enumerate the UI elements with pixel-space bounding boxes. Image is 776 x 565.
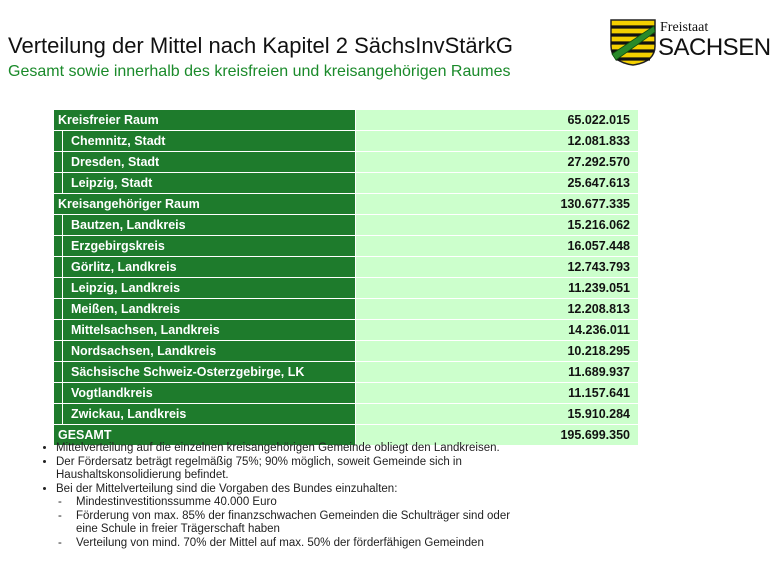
row-label: Mittelsachsen, Landkreis xyxy=(53,319,356,341)
table-row: Leipzig, Landkreis 11.239.051 xyxy=(53,277,639,299)
row-value: 15.910.284 xyxy=(355,403,639,425)
table-row: Vogtlandkreis 11.157.641 xyxy=(53,382,639,404)
logo-text: SACHSEN xyxy=(658,34,771,61)
row-label: Kreisfreier Raum xyxy=(53,109,356,131)
table-row: Mittelsachsen, Landkreis 14.236.011 xyxy=(53,319,639,341)
allocation-table: Kreisfreier Raum 65.022.015 Chemnitz, Stad… xyxy=(53,109,639,446)
note: Mittelverteilung auf die einzelnen kreis… xyxy=(56,442,526,455)
row-label: Leipzig, Landkreis xyxy=(53,277,356,299)
row-label: Chemnitz, Stadt xyxy=(53,130,356,152)
table-row: GESAMT 195.699.350 xyxy=(53,424,639,446)
note: Bei der Mittelverteilung sind die Vorgab… xyxy=(56,483,526,550)
table-row: Kreisfreier Raum 65.022.015 xyxy=(53,109,639,131)
subnote: Mindestinvestitionssumme 40.000 Euro xyxy=(58,496,526,509)
row-value: 195.699.350 xyxy=(355,424,639,446)
row-label: Sächsische Schweiz-Osterzgebirge, LK xyxy=(53,361,356,383)
table-row: Meißen, Landkreis 12.208.813 xyxy=(53,298,639,320)
table-row: Chemnitz, Stadt 12.081.833 xyxy=(53,130,639,152)
row-value: 65.022.015 xyxy=(355,109,639,131)
row-value: 12.208.813 xyxy=(355,298,639,320)
row-value: 25.647.613 xyxy=(355,172,639,194)
row-label: Erzgebirgskreis xyxy=(53,235,356,257)
row-label: Görlitz, Landkreis xyxy=(53,256,356,278)
table-row: Bautzen, Landkreis 15.216.062 xyxy=(53,214,639,236)
row-value: 10.218.295 xyxy=(355,340,639,362)
title: Verteilung der Mittel nach Kapitel 2 Säc… xyxy=(8,33,514,58)
table-row: Leipzig, Stadt 25.647.613 xyxy=(53,172,639,194)
row-value: 14.236.011 xyxy=(355,319,639,341)
row-label: Meißen, Landkreis xyxy=(53,298,356,320)
row-label: Bautzen, Landkreis xyxy=(53,214,356,236)
row-value: 16.057.448 xyxy=(355,235,639,257)
table-row: Kreisangehöriger Raum 130.677.335 xyxy=(53,193,639,215)
table-row: Zwickau, Landkreis 15.910.284 xyxy=(53,403,639,425)
row-value: 12.081.833 xyxy=(355,130,639,152)
note: Der Fördersatz beträgt regelmäßig 75%; 9… xyxy=(56,456,526,482)
subnote: Förderung von max. 85% der finanzschwach… xyxy=(58,510,526,536)
row-label: Vogtlandkreis xyxy=(53,382,356,404)
table-row: Sächsische Schweiz-Osterzgebirge, LK 11.6… xyxy=(53,361,639,383)
row-label: Kreisangehöriger Raum xyxy=(53,193,356,215)
notes: Mittelverteilung auf die einzelnen kreis… xyxy=(40,442,526,551)
row-value: 11.157.641 xyxy=(355,382,639,404)
row-value: 27.292.570 xyxy=(355,151,639,173)
subnote: Verteilung von mind. 70% der Mittel auf … xyxy=(58,537,526,550)
row-value: 15.216.062 xyxy=(355,214,639,236)
row-label: Zwickau, Landkreis xyxy=(53,403,356,425)
row-label: Nordsachsen, Landkreis xyxy=(53,340,356,362)
row-value: 11.689.937 xyxy=(355,361,639,383)
row-label: Leipzig, Stadt xyxy=(53,172,356,194)
logo-text: Freistaat xyxy=(660,20,709,35)
row-value: 12.743.793 xyxy=(355,256,639,278)
table-row: Nordsachsen, Landkreis 10.218.295 xyxy=(53,340,639,362)
row-label: Dresden, Stadt xyxy=(53,151,356,173)
table-row: Erzgebirgskreis 16.057.448 xyxy=(53,235,639,257)
logo-emblem xyxy=(610,19,656,66)
subnotes: Mindestinvestitionssumme 40.000 EuroFörd… xyxy=(56,496,526,550)
row-label: GESAMT xyxy=(53,424,356,446)
subtitle: Gesamt sowie innerhalb des kreisfreien u… xyxy=(8,63,511,80)
row-value: 11.239.051 xyxy=(355,277,639,299)
table-row: Görlitz, Landkreis 12.743.793 xyxy=(53,256,639,278)
table-row: Dresden, Stadt 27.292.570 xyxy=(53,151,639,173)
row-value: 130.677.335 xyxy=(355,193,639,215)
